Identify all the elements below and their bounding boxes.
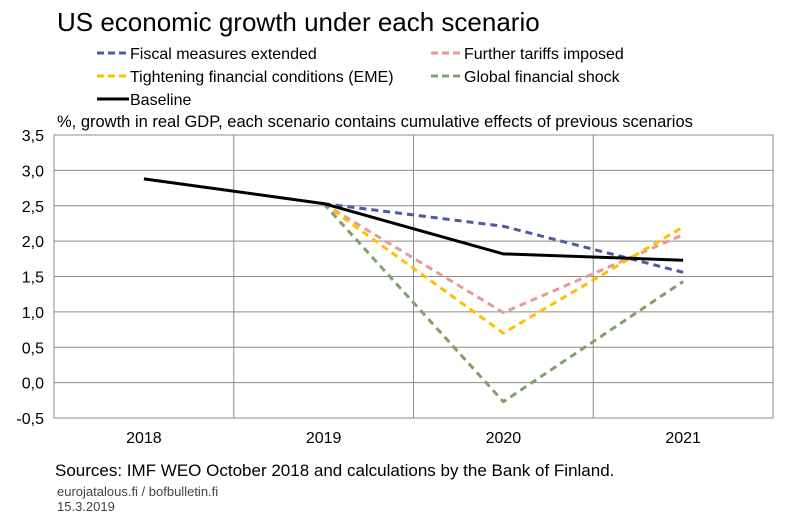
y-tick-label: 3,0 xyxy=(22,163,44,180)
x-tick-label: 2021 xyxy=(665,430,701,447)
plot-border xyxy=(53,134,774,419)
x-tick-label: 2018 xyxy=(126,430,162,447)
series-line-baseline xyxy=(143,177,684,262)
plot-area: 3,5 3,0 2,5 2,0 1,5 1,0 0,5 0,0 -0,5 2018 2019 202… xyxy=(16,128,774,447)
y-tick-label: 2,5 xyxy=(22,199,44,216)
legend-label-fiscal-measures-extended: Fiscal measures extended xyxy=(130,46,317,63)
legend: Fiscal measures extended Further tariffs … xyxy=(97,46,624,109)
x-tick-label: 2020 xyxy=(486,430,522,447)
legend-label-tightening-financial-conditions-eme: Tightening financial conditions (EME) xyxy=(130,69,394,86)
site-note: eurojatalous.fi / bofbulletin.fi xyxy=(57,484,218,499)
y-axis-note: %, growth in real GDP, each scenario con… xyxy=(57,113,693,131)
gridlines xyxy=(54,134,773,419)
y-tick-label: 0,5 xyxy=(22,340,44,357)
y-tick-label: 0,0 xyxy=(22,376,44,393)
y-tick-label: 3,5 xyxy=(22,128,44,145)
y-tick-label: -0,5 xyxy=(16,411,44,428)
date-note: 15.3.2019 xyxy=(57,499,115,514)
y-tick-label: 1,0 xyxy=(22,305,44,322)
y-tick-label: 1,5 xyxy=(22,270,44,287)
series-line-tightening-financial-conditions-eme xyxy=(322,202,684,335)
legend-label-further-tariffs-imposed: Further tariffs imposed xyxy=(464,46,624,63)
source-note: Sources: IMF WEO October 2018 and calcul… xyxy=(55,461,614,480)
x-tick-label: 2019 xyxy=(306,430,342,447)
chart-title: US economic growth under each scenario xyxy=(57,7,540,37)
series-lines xyxy=(143,177,684,404)
series-line-global-financial-shock xyxy=(322,202,684,404)
x-axis-ticks: 2018 2019 2020 2021 xyxy=(126,430,701,447)
legend-label-global-financial-shock: Global financial shock xyxy=(464,69,621,86)
y-axis-ticks: 3,5 3,0 2,5 2,0 1,5 1,0 0,5 0,0 -0,5 xyxy=(16,128,44,428)
y-tick-label: 2,0 xyxy=(22,234,44,251)
legend-label-baseline: Baseline xyxy=(130,92,191,109)
